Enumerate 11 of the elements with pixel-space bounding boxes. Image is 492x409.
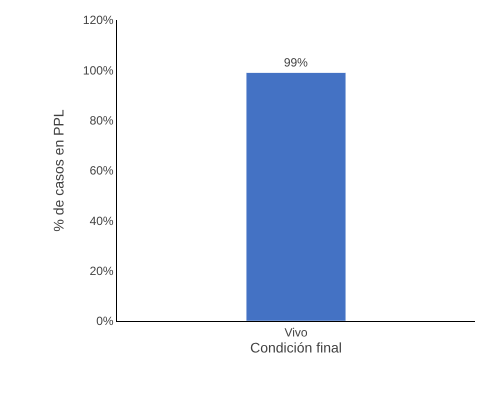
- data-label: 99%: [284, 56, 308, 70]
- y-tick-label: 100%: [82, 63, 114, 78]
- y-tick-label: 0%: [96, 314, 114, 328]
- y-tick-label: 60%: [90, 164, 114, 178]
- y-tick-label: 80%: [90, 114, 114, 128]
- x-axis-title: Condición final: [250, 339, 342, 356]
- y-tick-label: 20%: [90, 264, 114, 278]
- y-tick-label: 120%: [82, 13, 114, 28]
- y-axis-title: % de casos en PPL: [50, 109, 66, 232]
- y-tick-label: 40%: [90, 214, 114, 228]
- x-tick-label: Vivo: [284, 325, 308, 340]
